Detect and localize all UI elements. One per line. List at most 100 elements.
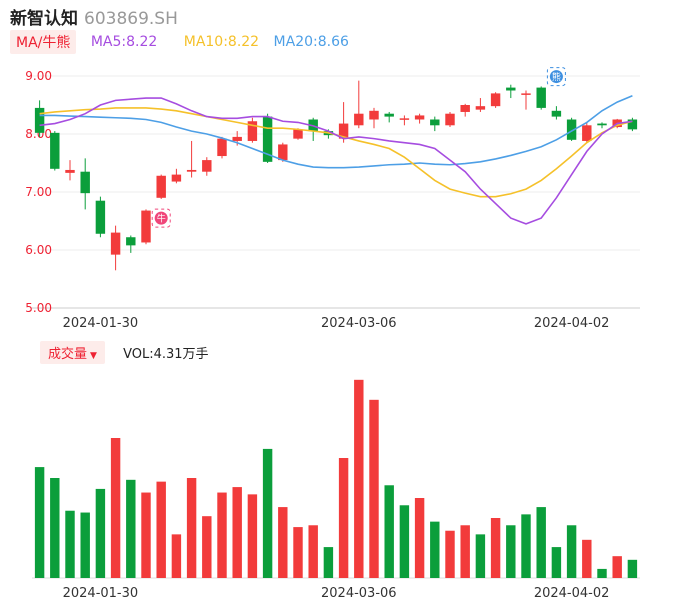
y-tick-label: 9.00 bbox=[25, 69, 52, 83]
y-tick-label: 6.00 bbox=[25, 243, 52, 257]
ma5-line bbox=[39, 97, 633, 225]
ma10-line bbox=[39, 107, 633, 198]
x-tick-label: 2024-01-30 bbox=[63, 586, 139, 601]
volume-bar bbox=[323, 547, 334, 578]
candle-body bbox=[536, 87, 546, 108]
x-tick-label: 2024-03-06 bbox=[321, 586, 397, 601]
candle-body bbox=[399, 118, 410, 120]
volume-bar bbox=[369, 399, 379, 578]
volume-bar bbox=[34, 467, 45, 578]
volume-bar bbox=[460, 525, 470, 578]
candle-body bbox=[566, 119, 577, 140]
stock-header: 新智认知 603869.SH bbox=[10, 4, 178, 29]
volume-bar bbox=[110, 438, 121, 578]
volume-bar bbox=[126, 479, 136, 578]
volume-bar bbox=[597, 568, 607, 578]
volume-bar bbox=[186, 478, 197, 578]
candle-body bbox=[95, 200, 106, 234]
candle-body bbox=[171, 174, 182, 182]
volume-bar bbox=[627, 559, 638, 578]
y-tick-label: 5.00 bbox=[25, 301, 52, 315]
stock-name: 新智认知 bbox=[10, 9, 78, 29]
badge-frame bbox=[151, 208, 171, 228]
volume-bar bbox=[475, 534, 486, 578]
candle-body bbox=[369, 110, 379, 120]
volume-bar bbox=[232, 487, 242, 578]
caret-down-icon: ▼ bbox=[90, 351, 97, 361]
volume-bar bbox=[506, 525, 516, 578]
badge-dot bbox=[549, 70, 563, 84]
volume-bar bbox=[50, 478, 60, 578]
x-tick-label: 2024-01-30 bbox=[63, 316, 139, 331]
volume-bar bbox=[293, 527, 303, 578]
volume-bar bbox=[65, 510, 75, 578]
candle-body bbox=[34, 107, 45, 133]
volume-bar bbox=[278, 507, 288, 578]
candle-body bbox=[551, 110, 562, 117]
stock-code: 603869.SH bbox=[84, 9, 178, 29]
candle-body bbox=[506, 87, 516, 91]
bull-badge-icon: 牛 bbox=[151, 208, 171, 228]
candle-body bbox=[65, 169, 75, 173]
volume-bar bbox=[414, 498, 425, 578]
candle-body bbox=[475, 106, 486, 110]
volume-bar bbox=[445, 530, 455, 578]
candle-body bbox=[202, 160, 212, 172]
volume-bar bbox=[354, 379, 364, 578]
candle-body bbox=[262, 116, 273, 162]
volume-bar bbox=[262, 448, 273, 578]
volume-bar bbox=[551, 547, 562, 578]
candle-body bbox=[384, 113, 394, 117]
y-tick-label: 8.00 bbox=[25, 127, 52, 141]
candle-body bbox=[186, 169, 197, 172]
volume-bar bbox=[80, 512, 90, 578]
indicator-selector[interactable]: MA/牛熊 bbox=[10, 30, 77, 54]
candle-body bbox=[156, 175, 166, 198]
ma10-label: MA10:8.22 bbox=[183, 34, 260, 50]
candle-body bbox=[597, 123, 607, 126]
candle-body bbox=[110, 232, 121, 255]
x-tick-label: 2024-04-02 bbox=[534, 586, 610, 601]
volume-bar bbox=[217, 492, 227, 578]
candle-body bbox=[490, 93, 501, 107]
candle-body bbox=[354, 113, 364, 126]
candle-body bbox=[445, 113, 455, 126]
y-tick-label: 7.00 bbox=[25, 185, 52, 199]
candle-body bbox=[293, 129, 303, 139]
volume-bar bbox=[582, 539, 592, 578]
candle-body bbox=[50, 132, 60, 169]
volume-bar bbox=[536, 507, 546, 578]
ma20-line bbox=[39, 94, 633, 169]
candle-body bbox=[141, 210, 151, 243]
volume-bar bbox=[171, 534, 182, 578]
volume-value: VOL:4.31万手 bbox=[123, 347, 209, 362]
candle-body bbox=[582, 125, 592, 141]
volume-bar bbox=[156, 481, 166, 578]
volume-bar bbox=[202, 516, 212, 578]
volume-bar bbox=[521, 514, 531, 578]
x-tick-label: 2024-03-06 bbox=[321, 316, 397, 331]
volume-selector[interactable]: 成交量 ▼ bbox=[40, 341, 105, 364]
volume-bar bbox=[95, 488, 106, 578]
volume-bar bbox=[247, 494, 258, 578]
volume-selector-label: 成交量 bbox=[48, 347, 88, 362]
volume-bar bbox=[399, 505, 410, 578]
volume-bar bbox=[566, 525, 577, 578]
candle-body bbox=[460, 105, 470, 112]
candle-body bbox=[627, 119, 638, 130]
volume-bar bbox=[490, 518, 501, 578]
candle-body bbox=[217, 138, 227, 157]
candle-body bbox=[338, 123, 349, 139]
volume-bar bbox=[612, 556, 622, 578]
candle-body bbox=[247, 121, 258, 141]
volume-bar bbox=[308, 525, 318, 578]
badge-label: 牛 bbox=[157, 212, 166, 224]
ma5-label: MA5:8.22 bbox=[90, 34, 158, 50]
ma-legend: MA/牛熊 MA5:8.22 MA10:8.22 MA20:8.66 bbox=[10, 30, 349, 54]
bear-badge-icon: 熊 bbox=[546, 67, 566, 87]
ma20-label: MA20:8.66 bbox=[273, 34, 349, 50]
candle-body bbox=[278, 144, 288, 161]
candle-body bbox=[521, 93, 531, 95]
x-tick-label: 2024-04-02 bbox=[534, 316, 610, 331]
